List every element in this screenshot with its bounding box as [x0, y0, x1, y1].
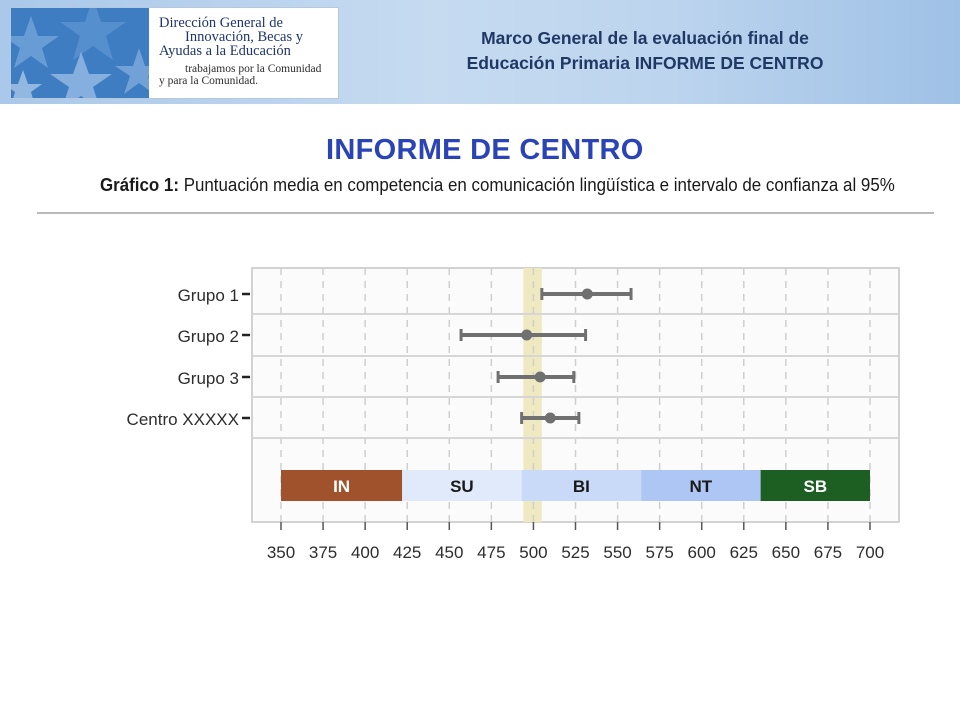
- x-tick-label: 700: [856, 543, 884, 562]
- x-tick-label: 600: [688, 543, 716, 562]
- logo-line: Innovación, Becas y: [185, 29, 303, 45]
- x-tick-label: 425: [393, 543, 421, 562]
- x-tick-label: 550: [603, 543, 631, 562]
- x-tick-label: 375: [309, 543, 337, 562]
- level-segment: [760, 470, 870, 501]
- level-label: SU: [450, 477, 474, 496]
- logo-line: Dirección General de: [159, 15, 283, 31]
- x-tick-label: 625: [730, 543, 758, 562]
- level-segment: [521, 470, 642, 501]
- level-segment: [641, 470, 761, 501]
- star-pattern-icon: [11, 8, 149, 98]
- chart-title: Gráfico 1: Puntuación media en competenc…: [100, 175, 895, 196]
- mean-point: [581, 288, 593, 300]
- level-segment: [281, 470, 403, 501]
- header-title: Marco General de la evaluación final de …: [400, 26, 890, 76]
- error-bar: [496, 371, 576, 383]
- x-tick-label: 500: [519, 543, 547, 562]
- level-segment: [402, 470, 522, 501]
- header-title-line1: Marco General de la evaluación final de: [481, 28, 809, 48]
- level-label: IN: [333, 477, 350, 496]
- x-tick-label: 575: [645, 543, 673, 562]
- logo-text: Dirección General de Innovación, Becas y…: [159, 16, 337, 87]
- error-bar: [459, 329, 588, 341]
- chart-title-text: Puntuación media en competencia en comun…: [178, 175, 895, 195]
- mean-point: [521, 329, 533, 341]
- logo-tagline: y para la Comunidad.: [159, 75, 259, 87]
- x-tick-label: 525: [561, 543, 589, 562]
- error-bar: [520, 412, 581, 424]
- header-banner: Dirección General de Innovación, Becas y…: [0, 0, 960, 104]
- chart-title-prefix: Gráfico 1:: [100, 175, 179, 195]
- mean-point: [544, 412, 556, 424]
- x-tick-label: 475: [477, 543, 505, 562]
- x-tick-label: 650: [772, 543, 800, 562]
- x-tick-label: 450: [435, 543, 463, 562]
- title-divider: [37, 212, 934, 214]
- x-tick-label: 400: [351, 543, 379, 562]
- page-title: INFORME DE CENTRO: [326, 134, 644, 166]
- level-label: BI: [573, 477, 590, 496]
- header-title-line2: Educación Primaria INFORME DE CENTRO: [466, 53, 824, 73]
- level-label: SB: [803, 477, 827, 496]
- category-label: Centro XXXXX: [127, 410, 239, 429]
- error-bar: [540, 288, 633, 300]
- logo-tagline: trabajamos por la Comunidad: [185, 63, 322, 75]
- category-label: Grupo 1: [178, 286, 239, 305]
- category-label: Grupo 2: [178, 327, 239, 346]
- institution-logo: Dirección General de Innovación, Becas y…: [10, 7, 339, 99]
- category-label: Grupo 3: [178, 369, 239, 388]
- logo-line: Ayudas a la Educación: [159, 43, 291, 59]
- level-label: NT: [690, 477, 713, 496]
- mean-point: [534, 371, 546, 383]
- x-tick-label: 675: [814, 543, 842, 562]
- x-tick-label: 350: [267, 543, 295, 562]
